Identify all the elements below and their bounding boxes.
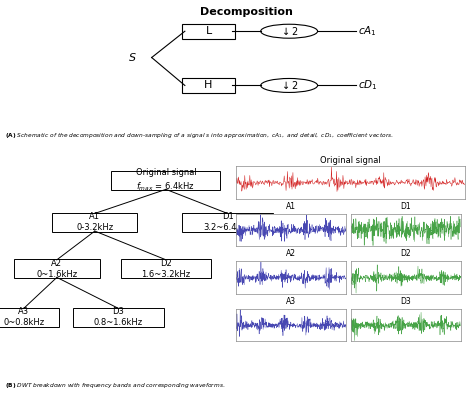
FancyBboxPatch shape <box>14 259 100 278</box>
Text: D1
3.2~6.4kHz: D1 3.2~6.4kHz <box>203 212 252 232</box>
Text: D3: D3 <box>401 297 411 306</box>
Text: Original signal
$f_{max}$ = 6.4kHz: Original signal $f_{max}$ = 6.4kHz <box>136 168 196 193</box>
FancyBboxPatch shape <box>52 213 137 232</box>
FancyBboxPatch shape <box>182 213 273 232</box>
FancyBboxPatch shape <box>111 171 220 190</box>
Text: A3
0~0.8kHz: A3 0~0.8kHz <box>3 307 44 327</box>
FancyBboxPatch shape <box>182 78 235 93</box>
Ellipse shape <box>261 78 318 92</box>
Text: A2
0~1.6kHz: A2 0~1.6kHz <box>36 259 77 279</box>
Text: D2
1.6~3.2kHz: D2 1.6~3.2kHz <box>141 259 191 279</box>
FancyBboxPatch shape <box>73 308 164 327</box>
Text: A1: A1 <box>285 202 296 211</box>
Text: $cA_1$: $cA_1$ <box>358 24 377 38</box>
Text: L: L <box>205 26 212 36</box>
Text: A1
0-3.2kHz: A1 0-3.2kHz <box>76 212 113 232</box>
FancyBboxPatch shape <box>182 24 235 39</box>
Text: D2: D2 <box>401 249 411 258</box>
Text: H: H <box>204 80 213 90</box>
Text: A3: A3 <box>285 297 296 306</box>
Text: $\bf{(B)}$ $\it{DWT\ breakdown\ with\ frequency\ bands\ and\ corresponding\ wave: $\bf{(B)}$ $\it{DWT\ breakdown\ with\ fr… <box>5 381 225 390</box>
Text: $\downarrow$2: $\downarrow$2 <box>280 80 299 91</box>
Text: D3
0.8~1.6kHz: D3 0.8~1.6kHz <box>94 307 143 327</box>
Text: $\downarrow$2: $\downarrow$2 <box>280 26 299 37</box>
Text: $cD_1$: $cD_1$ <box>358 78 378 92</box>
Text: D1: D1 <box>401 202 411 211</box>
FancyBboxPatch shape <box>0 308 59 327</box>
Text: Decomposition: Decomposition <box>200 7 293 17</box>
Text: S: S <box>129 53 137 63</box>
Text: A2: A2 <box>285 249 296 258</box>
FancyBboxPatch shape <box>121 259 211 278</box>
Text: $\bf{(A)}$ $\it{Schematic\ of\ the\ decomposition\ and\ down\text{-}sampling\ of: $\bf{(A)}$ $\it{Schematic\ of\ the\ deco… <box>5 131 393 140</box>
Ellipse shape <box>261 24 318 38</box>
Text: Original signal: Original signal <box>319 156 381 165</box>
